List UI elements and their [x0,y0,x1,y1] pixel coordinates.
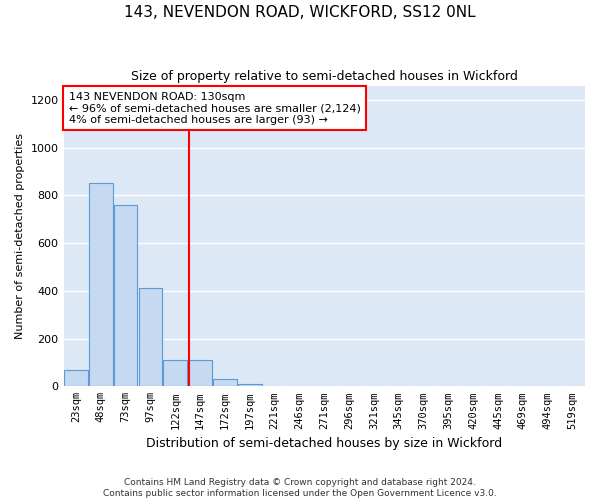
X-axis label: Distribution of semi-detached houses by size in Wickford: Distribution of semi-detached houses by … [146,437,502,450]
Text: Contains HM Land Registry data © Crown copyright and database right 2024.
Contai: Contains HM Land Registry data © Crown c… [103,478,497,498]
Y-axis label: Number of semi-detached properties: Number of semi-detached properties [15,133,25,339]
Bar [213,379,237,386]
Bar [238,384,262,386]
Bar [139,288,162,386]
Bar [114,205,137,386]
Bar [89,184,113,386]
Bar [163,360,187,386]
Text: 143, NEVENDON ROAD, WICKFORD, SS12 0NL: 143, NEVENDON ROAD, WICKFORD, SS12 0NL [124,5,476,20]
Title: Size of property relative to semi-detached houses in Wickford: Size of property relative to semi-detach… [131,70,518,83]
Text: 143 NEVENDON ROAD: 130sqm
← 96% of semi-detached houses are smaller (2,124)
4% o: 143 NEVENDON ROAD: 130sqm ← 96% of semi-… [69,92,361,125]
Bar [64,370,88,386]
Bar [188,360,212,386]
